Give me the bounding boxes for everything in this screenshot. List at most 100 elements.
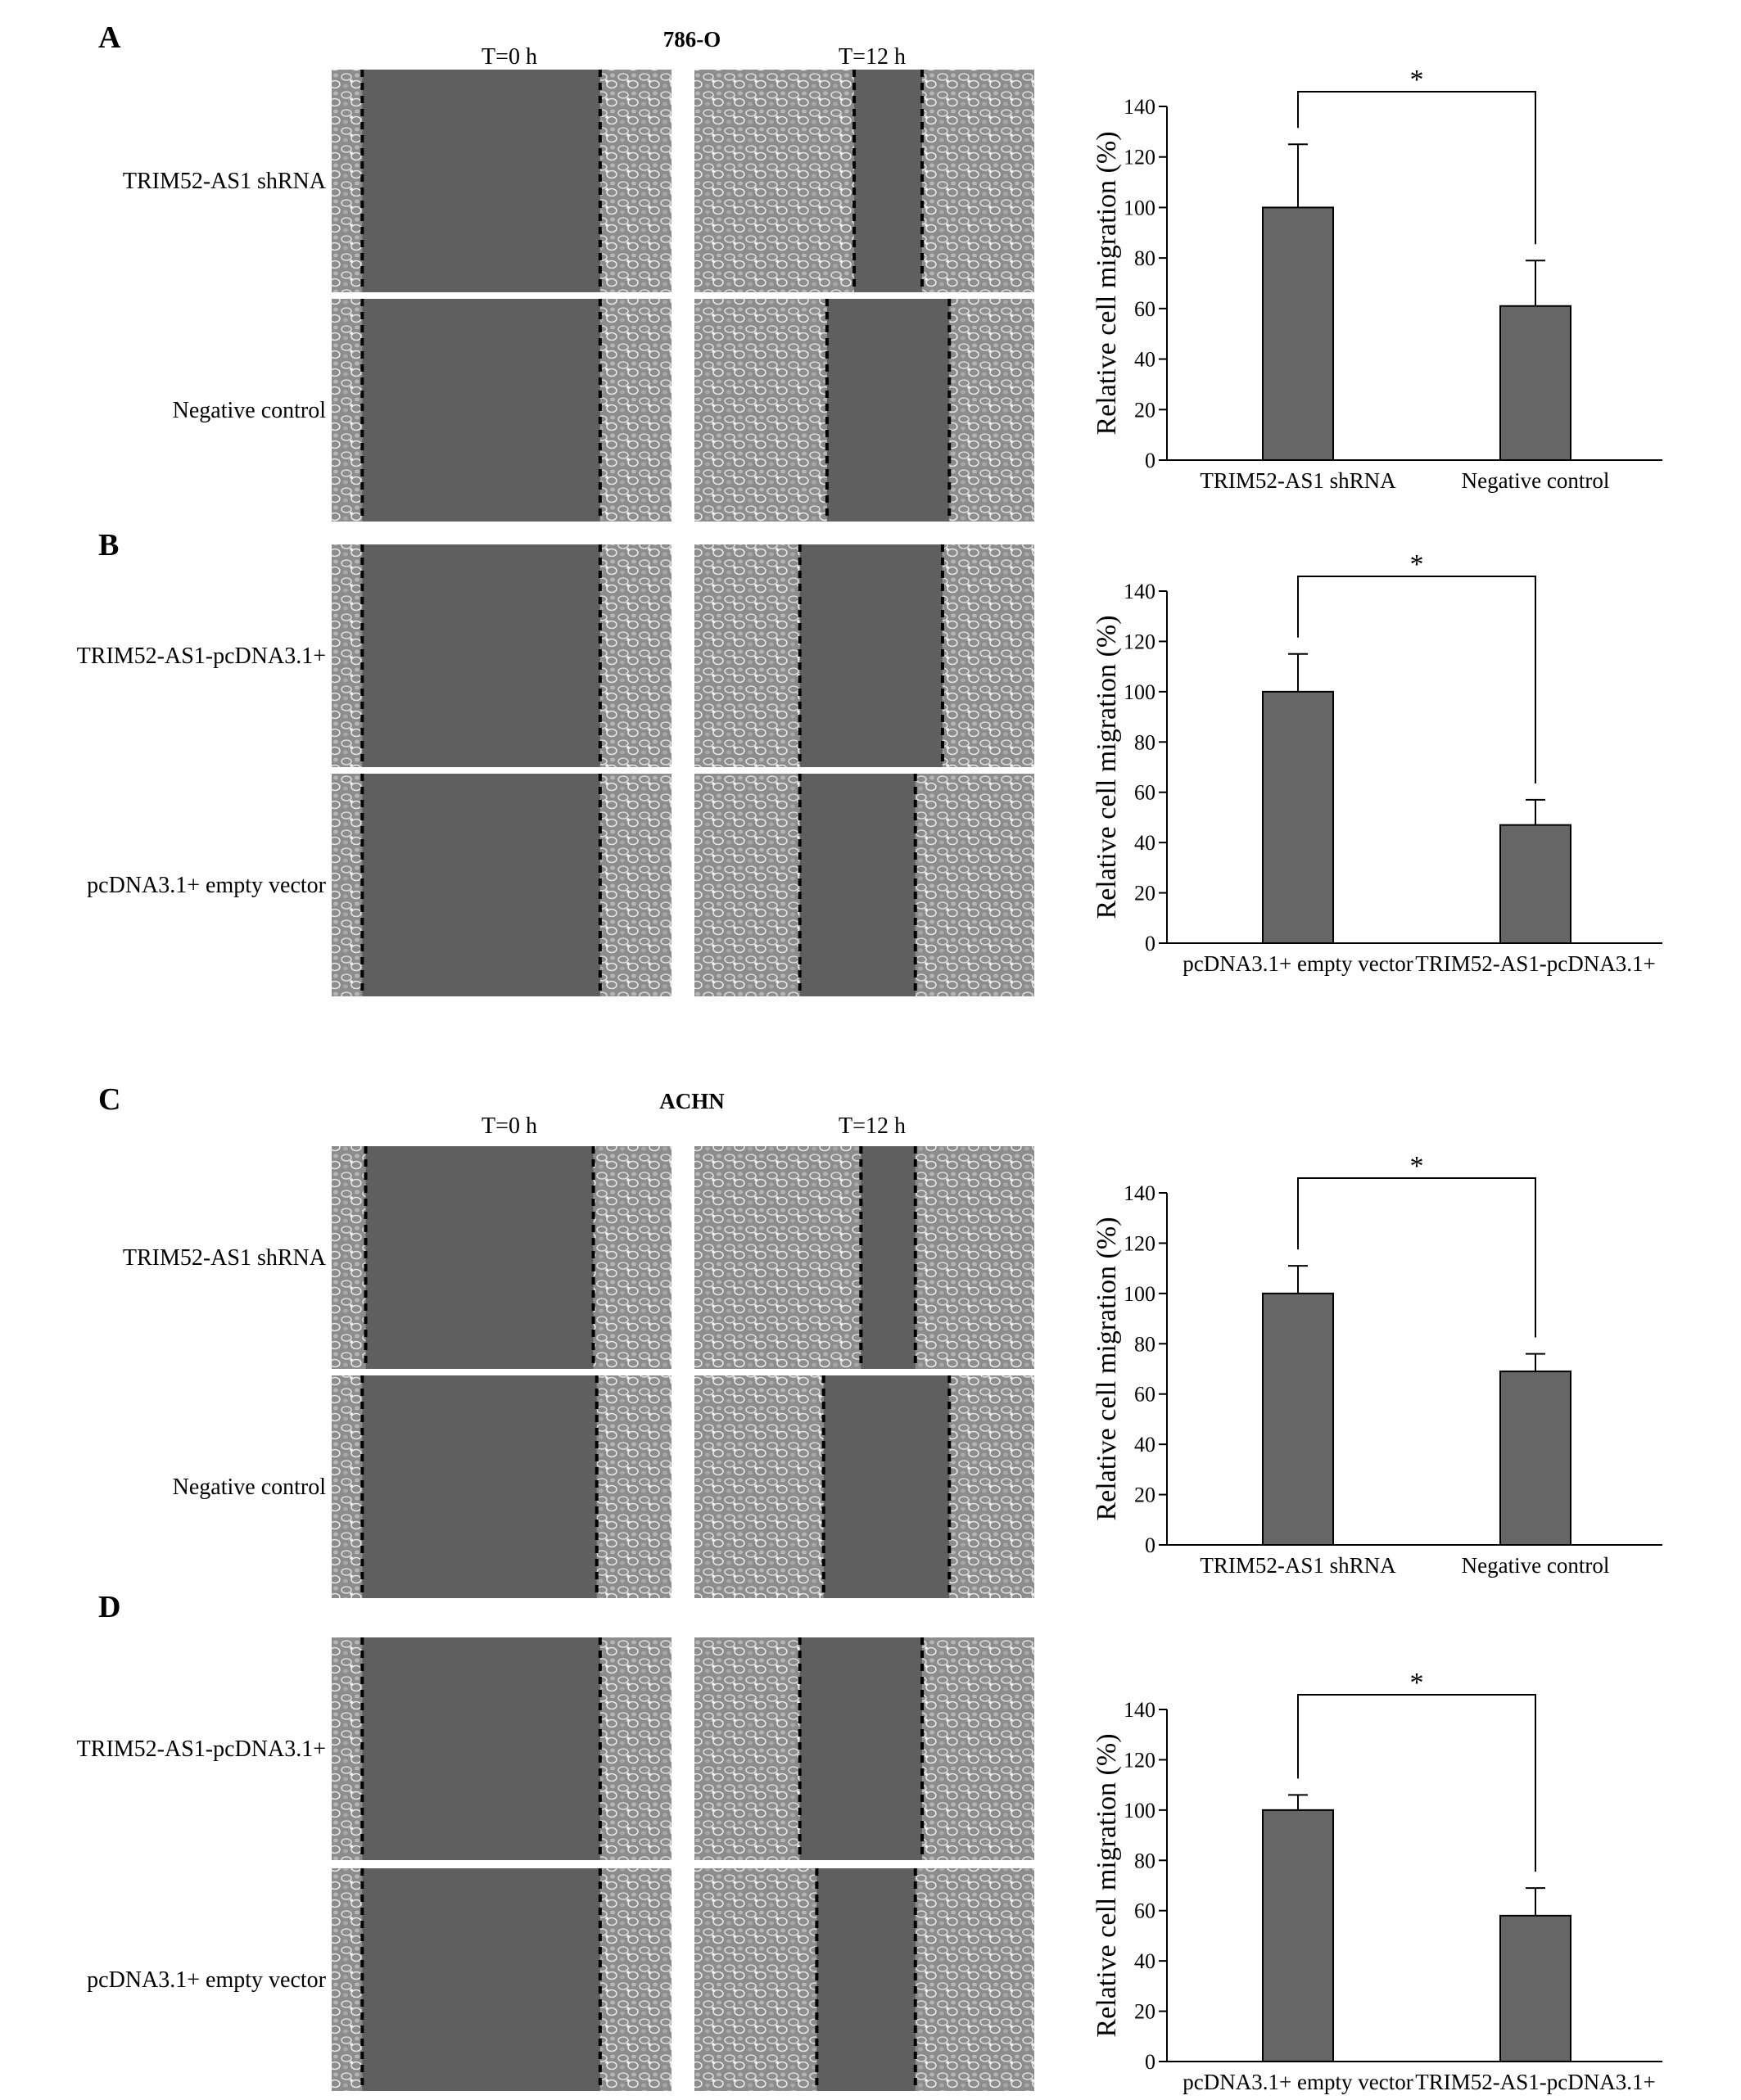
y-tick-label: 20 (1134, 882, 1155, 905)
cell-line-title: 786-O (663, 27, 721, 52)
micrograph-0h (332, 299, 672, 522)
micrograph-0h (332, 1637, 672, 1860)
y-axis-label: Relative cell migration (%) (1092, 615, 1122, 919)
category-label: Negative control (1462, 1553, 1610, 1578)
y-tick-label: 120 (1124, 1748, 1155, 1772)
y-tick-label: 100 (1124, 1282, 1155, 1306)
significance-star: * (1410, 549, 1424, 580)
bar (1262, 1809, 1334, 2063)
panel-letter-b: B (98, 528, 119, 562)
y-tick-label: 80 (1134, 1332, 1155, 1356)
y-tick-label: 80 (1134, 246, 1155, 270)
y-tick-label: 120 (1124, 146, 1155, 169)
panel-letter-a: A (98, 20, 121, 55)
micrograph-0h (332, 544, 672, 767)
y-tick-label: 0 (1145, 449, 1155, 472)
wound-gap (854, 70, 923, 292)
micrograph-0h (332, 70, 672, 292)
micrograph-12h (694, 1146, 1034, 1369)
bar (1499, 305, 1571, 461)
y-tick-label: 140 (1124, 580, 1155, 603)
y-tick-label: 120 (1124, 630, 1155, 653)
significance-bracket (1297, 1694, 1536, 1872)
category-label: TRIM52-AS1-pcDNA3.1+ (1415, 951, 1655, 976)
row-label: pcDNA3.1+ empty vector (87, 1967, 327, 1993)
wound-gap (362, 774, 600, 996)
micrograph-12h (694, 544, 1034, 767)
panel-letter-d: D (98, 1590, 120, 1624)
row-label: TRIM52-AS1-pcDNA3.1+ (77, 644, 326, 669)
time-label-0h: T=0 h (482, 1113, 537, 1139)
y-tick-label: 60 (1134, 1383, 1155, 1407)
wound-gap (816, 1868, 916, 2091)
micrograph-12h (694, 1637, 1034, 1860)
category-label: TRIM52-AS1 shRNA (1200, 468, 1396, 493)
wound-gap (861, 1146, 916, 1369)
row-label: Negative control (173, 1475, 327, 1500)
category-label: Negative control (1462, 468, 1610, 493)
y-tick-label: 60 (1134, 1899, 1155, 1923)
micrograph-12h (694, 70, 1034, 292)
micrograph-0h (332, 1375, 672, 1598)
significance-star: * (1410, 65, 1424, 95)
y-tick-label: 0 (1145, 1533, 1155, 1557)
y-tick-label: 0 (1145, 2050, 1155, 2074)
y-axis-label: Relative cell migration (%) (1092, 131, 1122, 435)
row-label: TRIM52-AS1 shRNA (123, 1245, 327, 1271)
time-label-12h: T=12 h (839, 44, 906, 70)
wound-gap (823, 1375, 950, 1598)
y-tick-label: 80 (1134, 730, 1155, 754)
bar (1262, 206, 1334, 462)
y-tick-label: 20 (1134, 1484, 1155, 1507)
wound-gap (362, 1637, 600, 1860)
y-axis-label: Relative cell migration (%) (1092, 1733, 1122, 2037)
significance-bracket (1297, 1177, 1536, 1338)
bar (1499, 1914, 1571, 2063)
bar (1499, 824, 1571, 945)
wound-gap (826, 299, 950, 522)
micrograph-0h (332, 1146, 672, 1369)
y-tick-label: 80 (1134, 1849, 1155, 1872)
y-tick-label: 140 (1124, 1181, 1155, 1205)
y-tick-label: 0 (1145, 932, 1155, 955)
wound-gap (365, 1146, 594, 1369)
y-tick-label: 40 (1134, 831, 1155, 855)
row-label: pcDNA3.1+ empty vector (87, 873, 327, 898)
y-tick-label: 60 (1134, 297, 1155, 321)
category-label: pcDNA3.1+ empty vector (1183, 951, 1413, 976)
y-tick-label: 100 (1124, 1799, 1155, 1822)
cell-line-title: ACHN (659, 1089, 725, 1113)
y-tick-label: 40 (1134, 348, 1155, 372)
significance-bracket (1297, 91, 1536, 245)
y-tick-label: 100 (1124, 196, 1155, 219)
significance-star: * (1410, 1151, 1424, 1181)
category-label: pcDNA3.1+ empty vector (1183, 2070, 1413, 2094)
row-label: TRIM52-AS1-pcDNA3.1+ (77, 1736, 326, 1762)
y-tick-label: 60 (1134, 781, 1155, 805)
wound-gap (799, 544, 943, 767)
micrograph-12h (694, 1375, 1034, 1598)
y-tick-label: 20 (1134, 398, 1155, 422)
category-label: TRIM52-AS1 shRNA (1200, 1553, 1396, 1578)
row-label: Negative control (173, 398, 327, 423)
time-label-12h: T=12 h (839, 1113, 906, 1139)
bar (1499, 1371, 1571, 1546)
y-tick-label: 40 (1134, 1433, 1155, 1456)
micrograph-12h (694, 299, 1034, 522)
wound-gap (362, 544, 600, 767)
y-tick-label: 140 (1124, 95, 1155, 119)
wound-gap (362, 299, 600, 522)
y-tick-label: 120 (1124, 1231, 1155, 1255)
micrograph-12h (694, 1868, 1034, 2091)
y-tick-label: 40 (1134, 1949, 1155, 1973)
micrograph-0h (332, 774, 672, 996)
bar (1262, 1292, 1334, 1547)
wound-gap (362, 1375, 597, 1598)
time-label-0h: T=0 h (482, 44, 537, 70)
